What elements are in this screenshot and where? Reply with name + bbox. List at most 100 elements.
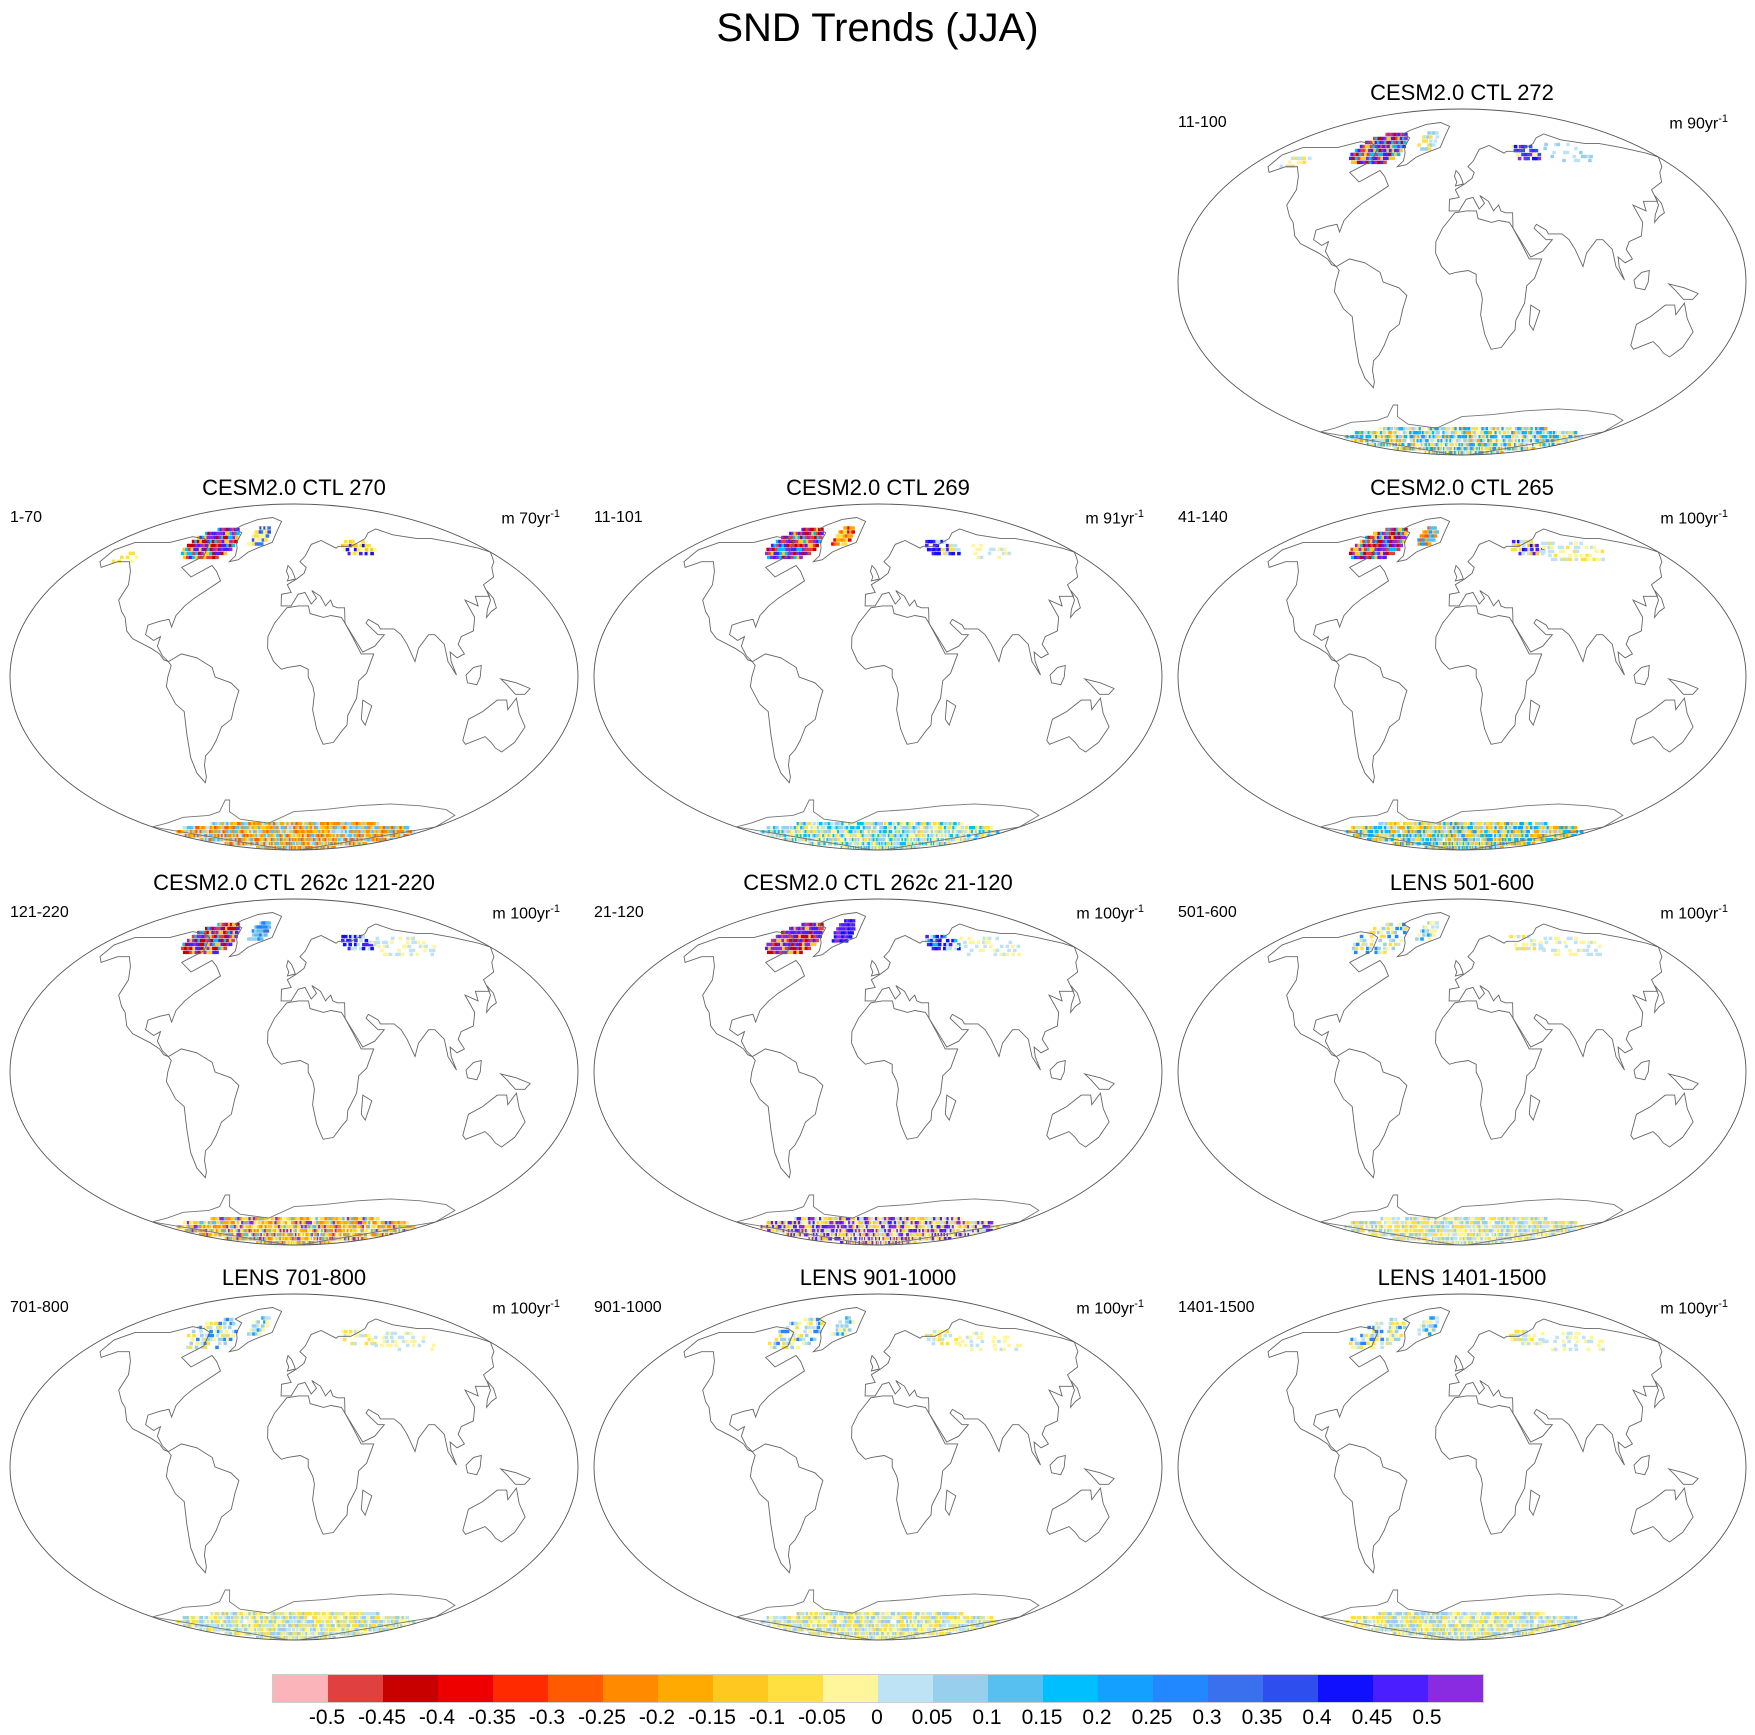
data-cell xyxy=(1476,435,1481,439)
data-cell xyxy=(921,822,926,826)
data-cell xyxy=(372,1221,376,1225)
data-cell xyxy=(207,826,212,830)
data-cell xyxy=(306,822,311,826)
coastline-northAmerica xyxy=(99,931,222,1058)
data-cell xyxy=(1302,160,1307,164)
data-cell xyxy=(934,551,939,556)
data-cell xyxy=(229,922,234,927)
data-cell xyxy=(383,1225,387,1229)
data-cell xyxy=(1404,443,1408,447)
data-cell xyxy=(1393,136,1397,141)
data-cell xyxy=(1363,435,1368,439)
data-cell xyxy=(324,822,329,826)
data-cell xyxy=(1373,531,1377,536)
data-cell xyxy=(778,555,783,560)
data-cell xyxy=(241,830,246,834)
data-cell xyxy=(1391,132,1396,137)
data-cell xyxy=(1420,822,1425,826)
data-cell xyxy=(1541,435,1546,439)
map-panel-ctl-265: CESM2.0 CTL 265 41-140 m 100yr-1 xyxy=(1170,475,1754,855)
coastline-japan xyxy=(486,590,497,619)
data-cell xyxy=(186,555,190,560)
data-cell xyxy=(283,830,288,834)
data-cell xyxy=(308,1229,313,1233)
data-cell xyxy=(1496,431,1501,435)
data-cell xyxy=(1005,944,1010,949)
data-cell xyxy=(357,826,362,830)
data-cell xyxy=(352,830,357,834)
data-cell xyxy=(1562,435,1567,439)
data-cell xyxy=(1539,427,1543,431)
data-cell xyxy=(1576,545,1581,550)
data-cell xyxy=(225,926,229,931)
data-cell xyxy=(816,822,821,826)
data-cell xyxy=(316,1221,320,1225)
data-cell xyxy=(939,822,944,826)
data-cell xyxy=(209,551,213,556)
data-cell xyxy=(1488,822,1492,826)
data-cell xyxy=(199,1225,204,1229)
data-cell xyxy=(237,822,241,826)
data-cell xyxy=(933,822,937,826)
data-cell xyxy=(247,1221,251,1225)
data-cell xyxy=(1381,148,1385,153)
data-cell xyxy=(983,826,988,830)
data-cell xyxy=(1531,447,1536,451)
data-cell xyxy=(274,826,278,830)
data-cell xyxy=(306,1217,311,1221)
data-cell xyxy=(1481,427,1485,431)
data-cell xyxy=(333,830,338,834)
data-cell xyxy=(1426,830,1431,834)
data-cell xyxy=(367,543,371,548)
data-cell xyxy=(1490,826,1494,830)
data-cell xyxy=(299,1225,303,1229)
data-cell xyxy=(1380,547,1384,552)
data-cell xyxy=(957,942,961,947)
data-cell xyxy=(199,826,203,830)
data-cell xyxy=(224,826,228,830)
data-cell xyxy=(1427,147,1432,151)
coastline-australia xyxy=(462,696,526,753)
data-cell xyxy=(792,930,797,935)
data-cell xyxy=(230,1225,234,1229)
data-cell xyxy=(1452,842,1457,846)
data-cell xyxy=(1528,144,1533,149)
data-cell xyxy=(322,1221,326,1225)
data-cell xyxy=(975,944,979,949)
data-cell xyxy=(868,826,873,830)
data-cell xyxy=(359,1221,364,1225)
data-cell xyxy=(1467,431,1472,435)
data-cell xyxy=(247,542,251,546)
data-cell xyxy=(251,1225,255,1229)
data-cell xyxy=(182,830,186,834)
data-cell xyxy=(1384,535,1388,540)
data-cell xyxy=(1524,547,1529,552)
data-cell xyxy=(251,1221,256,1225)
data-cell xyxy=(806,830,810,834)
data-cell xyxy=(318,1221,322,1225)
data-cell xyxy=(230,1221,235,1225)
data-cell xyxy=(1358,547,1363,552)
data-cell xyxy=(353,1217,358,1221)
data-cell xyxy=(1402,439,1407,443)
data-cell xyxy=(1457,439,1462,443)
data-cell xyxy=(930,822,935,826)
data-cell xyxy=(316,1225,320,1229)
data-cell xyxy=(218,830,223,834)
data-cell xyxy=(1514,830,1519,834)
data-cell xyxy=(1422,135,1426,139)
data-cell xyxy=(809,930,814,935)
data-cell xyxy=(1573,826,1578,830)
data-cell xyxy=(1394,431,1399,435)
data-cell xyxy=(1480,826,1484,830)
data-cell xyxy=(293,1217,297,1221)
data-cell xyxy=(290,822,295,826)
data-cell xyxy=(915,822,919,826)
data-cell xyxy=(1425,542,1429,546)
data-cell xyxy=(999,952,1004,957)
data-cell xyxy=(781,555,786,560)
data-cell xyxy=(415,952,420,957)
data-cell xyxy=(356,934,360,939)
map-border xyxy=(9,503,579,851)
data-cell xyxy=(1403,830,1408,834)
